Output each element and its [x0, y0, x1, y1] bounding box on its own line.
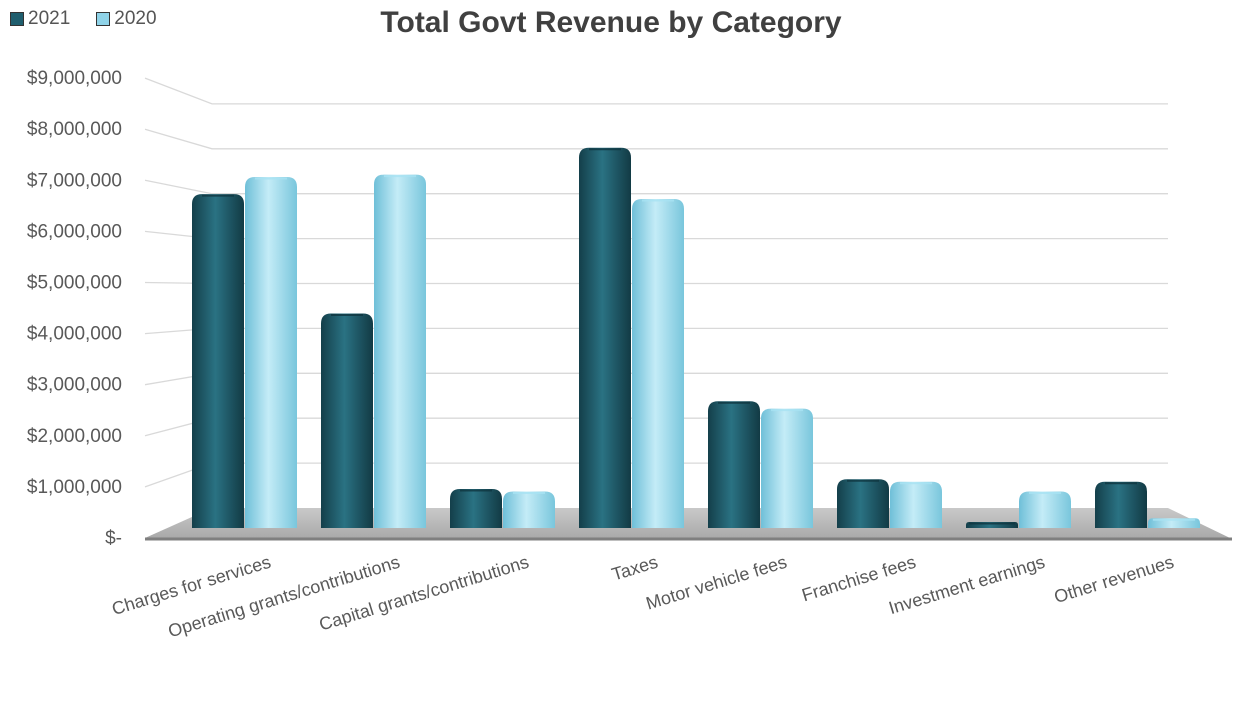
y-tick-label: $-	[105, 528, 122, 549]
bars	[192, 147, 1200, 528]
y-tick-label: $9,000,000	[27, 68, 122, 89]
bar-2021	[837, 479, 889, 528]
bar-2021	[321, 313, 373, 528]
bar-2020	[503, 491, 555, 528]
x-tick-label: Other revenues	[1052, 552, 1177, 607]
bar-2021	[450, 489, 502, 528]
gridline	[144, 179, 1168, 195]
legend-swatch-2021	[10, 12, 24, 26]
bar-2020	[761, 408, 813, 528]
x-tick-label: Motor vehicle fees	[644, 552, 790, 614]
bar-2021	[192, 194, 244, 528]
x-tick-label: Taxes	[609, 552, 660, 585]
legend: 2021 2020	[10, 8, 157, 30]
y-tick-label: $8,000,000	[27, 119, 122, 140]
y-tick-label: $5,000,000	[27, 273, 122, 294]
legend-label-2021: 2021	[28, 8, 71, 29]
legend-item-2020: 2020	[96, 8, 157, 30]
bar-2021	[1095, 481, 1147, 528]
bar-2020	[374, 174, 426, 528]
bar-2020	[245, 177, 297, 528]
bar-2020	[890, 481, 942, 528]
y-tick-label: $1,000,000	[27, 477, 122, 498]
bar-2020	[1019, 491, 1071, 528]
y-tick-label: $4,000,000	[27, 324, 122, 345]
bar-2020	[632, 198, 684, 528]
gridline	[144, 128, 1168, 150]
legend-item-2021: 2021	[10, 8, 70, 30]
y-tick-label: $2,000,000	[27, 426, 122, 447]
bar-2021	[579, 147, 631, 528]
x-tick-label: Operating grants/contributions	[166, 552, 402, 642]
legend-label-2020: 2020	[114, 8, 157, 29]
x-tick-label: Capital grants/contributions	[317, 552, 531, 635]
y-tick-label: $6,000,000	[27, 221, 122, 242]
chart-title: Total Govt Revenue by Category	[380, 6, 842, 39]
chart-title-wrap: Total Govt Revenue by Category	[0, 6, 1238, 40]
gridline	[144, 77, 1168, 105]
y-tick-label: $3,000,000	[27, 375, 122, 396]
legend-swatch-2020	[96, 12, 111, 26]
y-tick-label: $7,000,000	[27, 170, 122, 191]
bar-2021	[708, 401, 760, 528]
y-tick-labels: $- $1,000,000 $2,000,000 $3,000,000 $4,000,0…	[27, 68, 122, 549]
